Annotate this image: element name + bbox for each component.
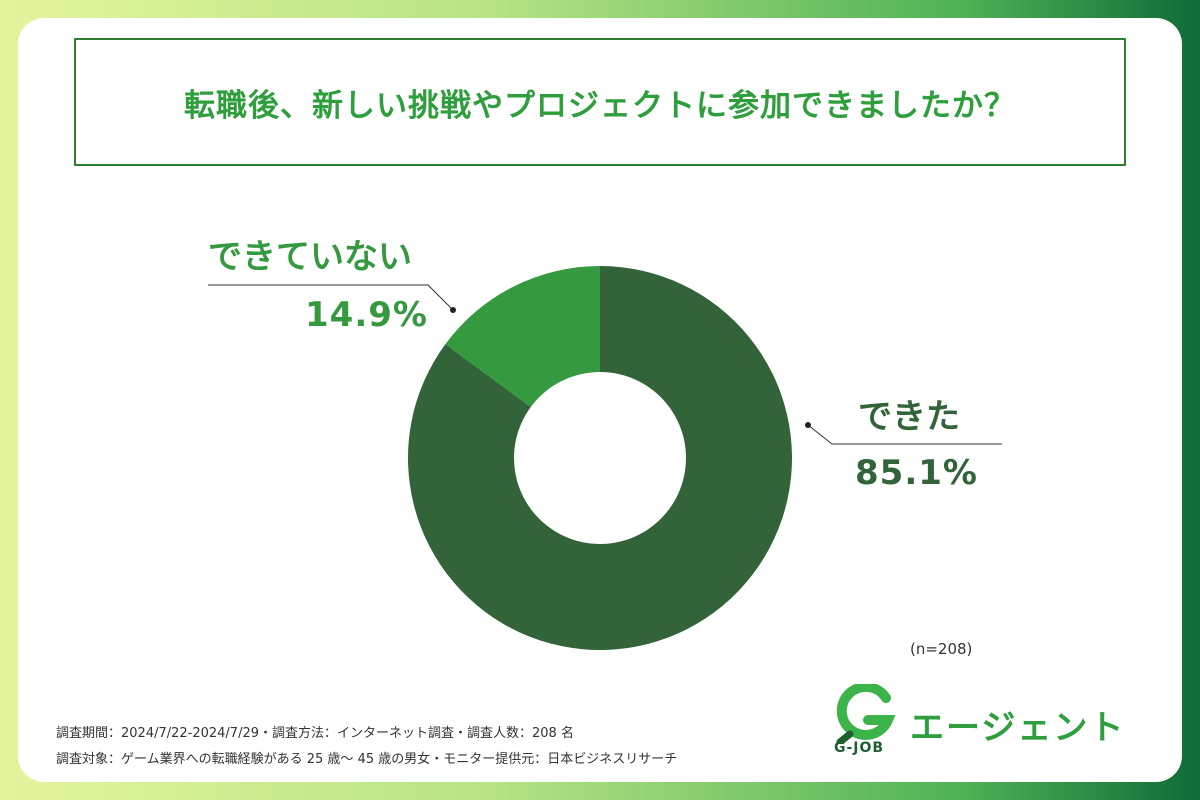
leader-line-no xyxy=(208,284,454,311)
leader-line-yes xyxy=(807,424,1002,445)
leader-dot-no xyxy=(450,307,456,313)
g-logo-icon xyxy=(836,684,896,744)
slice-name-yes: できた xyxy=(858,397,960,437)
title-box: 転職後、新しい挑戦やプロジェクトに参加できましたか？ xyxy=(74,38,1126,166)
logo-subtext: G-JOB xyxy=(834,740,885,756)
content-card: 転職後、新しい挑戦やプロジェクトに参加できましたか？ xyxy=(18,18,1182,782)
slice-value-yes: 85.1% xyxy=(855,453,978,493)
slice-value-no: 14.9% xyxy=(305,295,428,335)
slice-label-yes: できた xyxy=(858,400,960,434)
chart-title: 転職後、新しい挑戦やプロジェクトに参加できましたか？ xyxy=(184,87,1016,124)
footer-line-1: 調査期間：2024/7/22-2024/7/29・調査方法：インターネット調査・… xyxy=(56,726,574,741)
slice-label-no: できていない xyxy=(208,240,412,274)
sample-size-note: (n=208) xyxy=(910,640,973,658)
donut-slice-0 xyxy=(407,266,792,650)
leader-dot-yes xyxy=(805,422,811,428)
footer-line-2: 調査対象：ゲーム業界への転職経験がある 25 歳〜 45 歳の男女・モニター提供… xyxy=(56,752,678,767)
slice-name-no: できていない xyxy=(208,237,412,277)
slice-value-yes-wrap: 85.1% xyxy=(855,456,978,490)
donut-slice-1 xyxy=(445,266,600,408)
logo-text: エージェント xyxy=(910,708,1126,748)
slice-value-no-wrap: 14.9% xyxy=(305,298,428,332)
